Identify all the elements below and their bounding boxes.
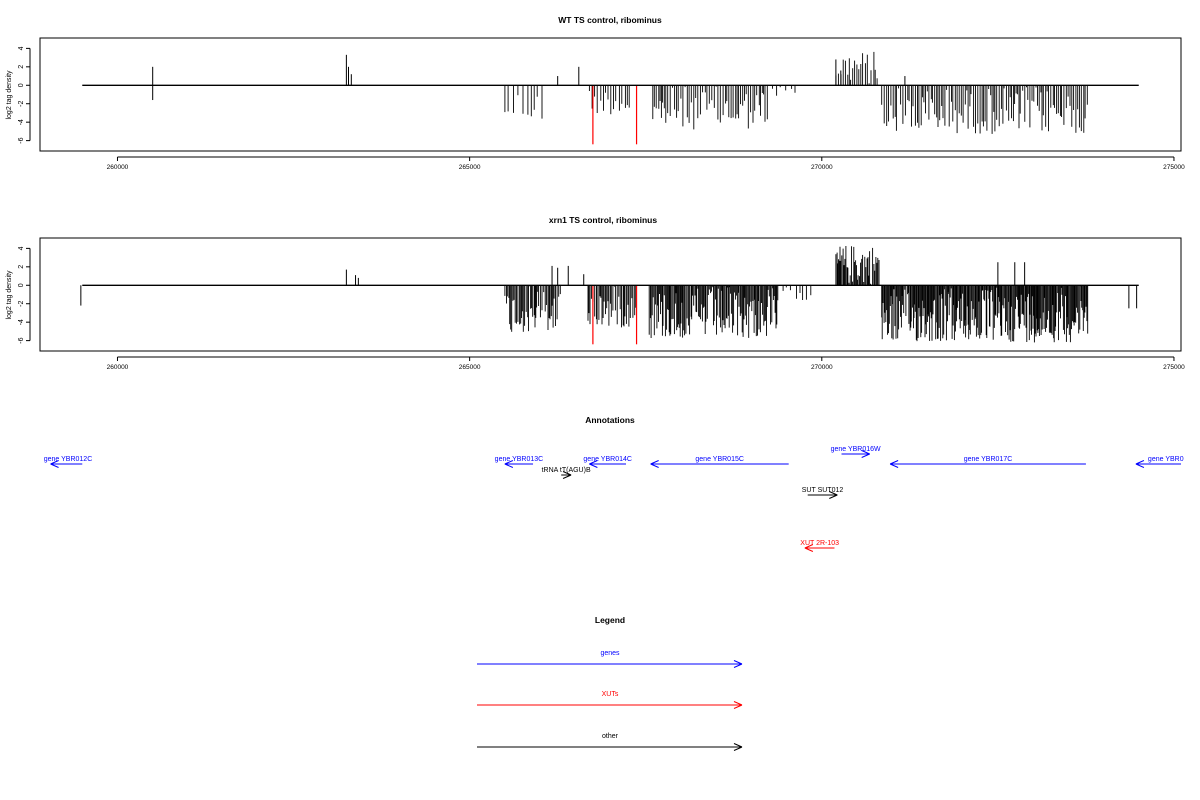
legend-title: Legend: [595, 615, 625, 625]
annotations-title: Annotations: [585, 415, 635, 425]
xrn1-x-axis: 260000 265000 270000 275000: [107, 356, 1185, 371]
xrn1-highlight-bars: [592, 285, 638, 345]
legend-arrow: [477, 743, 743, 751]
annotation-arrow: [50, 460, 83, 468]
xrn1-track-panel: xrn1 TS control, ribominus log2 tag dens…: [6, 215, 1185, 371]
x-tick-label: 270000: [811, 364, 833, 371]
legend-entry-label: XUTs: [602, 691, 619, 698]
annotation-label: gene YBR012C: [44, 456, 93, 463]
annotation-arrow: [504, 460, 534, 468]
wt-y-axis: -6 -4 -2 0 2 4: [18, 46, 31, 144]
annotation-arrow: [807, 491, 838, 499]
annotation-label: gene YBR017C: [964, 456, 1013, 463]
y-tick-label: -4: [18, 119, 25, 125]
y-tick-label: 0: [18, 83, 25, 87]
x-tick-label: 265000: [459, 364, 481, 371]
annotation-arrow: [804, 544, 835, 552]
x-tick-label: 275000: [1163, 164, 1185, 171]
wt-track-panel: WT TS control, ribominus log2 tag densit…: [6, 15, 1185, 171]
xrn1-track-title: xrn1 TS control, ribominus: [549, 215, 657, 225]
xrn1-y-axis: -6 -4 -2 0 2 4: [18, 246, 31, 344]
wt-signal-bars: [152, 51, 1088, 134]
annotation-arrow: [889, 460, 1086, 468]
annotations-panel: Annotations gene YBR012C gene YBR013C gene…: [44, 415, 1184, 552]
y-tick-label: -2: [18, 101, 25, 107]
y-tick-label: 2: [18, 65, 25, 69]
xrn1-plot-frame: [39, 237, 1182, 352]
x-tick-label: 265000: [459, 164, 481, 171]
legend-entries: genes XUTs other: [477, 650, 743, 751]
annotation-label: tRNA tT(AGU)B: [542, 467, 591, 474]
annotation-label: gene YBR014C: [583, 456, 632, 463]
y-tick-label: 0: [18, 283, 25, 287]
legend-entry-label: other: [602, 733, 619, 740]
annotation-arrow: [841, 450, 870, 458]
xrn1-track-ylabel: log2 tag density: [6, 270, 13, 320]
wt-track-title: WT TS control, ribominus: [558, 15, 662, 25]
annotation-label: SUT SUT012: [802, 487, 844, 494]
y-tick-label: 4: [18, 46, 25, 50]
annotation-label: gene YBR0: [1148, 456, 1184, 463]
annotation-label: gene YBR015C: [695, 456, 744, 463]
annotation-arrow: [1135, 460, 1181, 468]
legend-entry-label: genes: [600, 650, 620, 657]
y-tick-label: 4: [18, 246, 25, 250]
x-tick-label: 260000: [107, 164, 129, 171]
wt-x-axis: 260000 265000 270000 275000: [107, 156, 1185, 171]
annotation-label: gene YBR016W: [831, 446, 881, 453]
y-tick-label: -6: [18, 137, 25, 143]
annotation-label: XUT 2R-103: [800, 540, 839, 547]
legend-panel: Legend genes XUTs other: [477, 615, 743, 751]
x-tick-label: 275000: [1163, 364, 1185, 371]
xrn1-signal-bars: [80, 246, 1138, 343]
y-tick-label: 2: [18, 265, 25, 269]
x-tick-label: 260000: [107, 364, 129, 371]
annotation-features: gene YBR012C gene YBR013C gene YBR014C gene…: [44, 446, 1184, 552]
legend-arrow: [477, 701, 743, 709]
y-tick-label: -2: [18, 301, 25, 307]
annotation-arrow: [589, 460, 626, 468]
wt-plot-frame: [39, 37, 1182, 152]
y-tick-label: -6: [18, 337, 25, 343]
wt-highlight-bars: [592, 85, 638, 145]
annotation-label: gene YBR013C: [495, 456, 544, 463]
y-tick-label: -4: [18, 319, 25, 325]
annotation-arrow: [650, 460, 789, 468]
wt-track-ylabel: log2 tag density: [6, 70, 13, 120]
x-tick-label: 270000: [811, 164, 833, 171]
annotation-arrow: [561, 471, 572, 479]
legend-arrow: [477, 660, 743, 668]
